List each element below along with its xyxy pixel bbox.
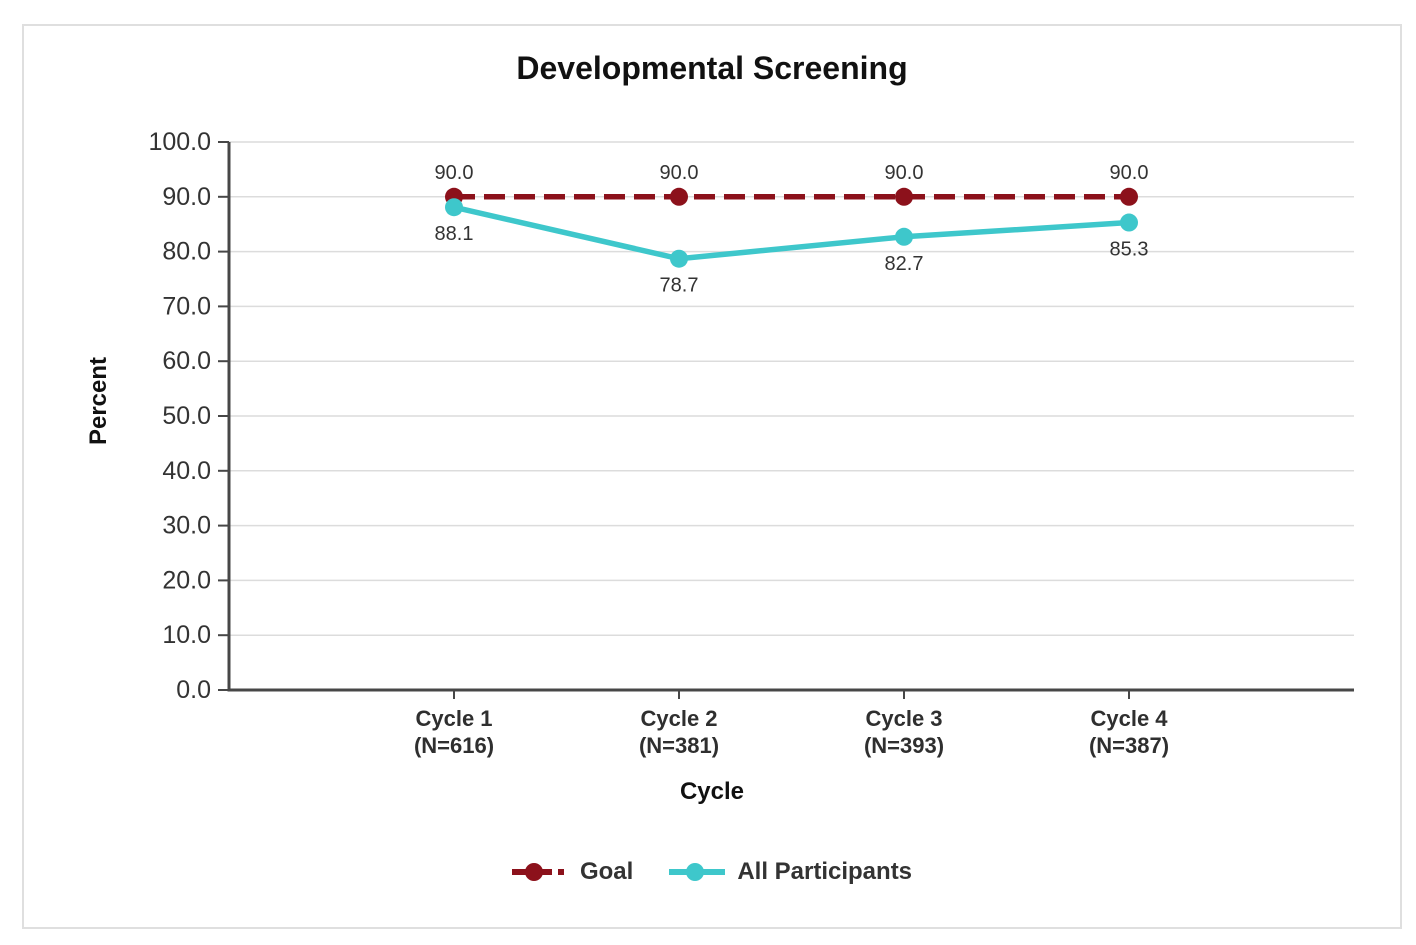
goal-line-icon — [511, 863, 568, 881]
y-tick-label: 40.0 — [162, 457, 211, 485]
data-label-all-participants: 88.1 — [435, 223, 474, 245]
y-tick-label: 20.0 — [162, 566, 211, 594]
legend-item-all-participants[interactable]: All Participants — [669, 860, 912, 884]
x-category-sublabel: (N=387) — [1089, 733, 1169, 758]
data-label-goal: 90.0 — [660, 162, 699, 184]
data-point-all-participants[interactable] — [445, 198, 463, 217]
data-label-goal: 90.0 — [1110, 162, 1149, 184]
data-label-all-participants: 78.7 — [660, 275, 699, 297]
chart-plot: 0.0 10.0 20.0 30.0 40.0 50.0 60.0 70.0 80.0 90.0 1… — [148, 128, 1354, 758]
participants-line-icon — [669, 863, 726, 881]
data-point-goal[interactable] — [670, 187, 688, 206]
data-label-all-participants: 82.7 — [885, 253, 924, 275]
data-label-goal: 90.0 — [435, 162, 474, 184]
x-category-label: Cycle 3 — [865, 706, 942, 731]
legend-label-all-participants: All Participants — [737, 858, 913, 885]
data-label-goal: 90.0 — [885, 162, 924, 184]
x-category-sublabel: (N=616) — [414, 733, 494, 758]
y-tick-label: 30.0 — [162, 512, 211, 540]
y-axis-label: Percent — [85, 356, 112, 446]
y-tick-label: 80.0 — [162, 238, 211, 266]
data-point-all-participants[interactable] — [670, 249, 688, 268]
x-category-sublabel: (N=393) — [864, 733, 944, 758]
legend-label-goal: Goal — [579, 858, 634, 885]
data-point-all-participants[interactable] — [895, 227, 913, 246]
data-point-goal[interactable] — [1120, 187, 1138, 206]
data-point-all-participants[interactable] — [1120, 213, 1138, 232]
y-tick-label: 60.0 — [162, 347, 211, 375]
chart-title: Developmental Screening — [516, 50, 908, 86]
data-point-goal[interactable] — [895, 187, 913, 206]
x-category-sublabel: (N=381) — [639, 733, 719, 758]
y-tick-label: 0.0 — [176, 676, 211, 704]
y-tick-label: 90.0 — [162, 183, 211, 211]
data-label-all-participants: 85.3 — [1110, 239, 1149, 261]
y-tick-label: 50.0 — [162, 402, 211, 430]
x-category-label: Cycle 1 — [415, 706, 492, 731]
x-category-label: Cycle 2 — [640, 706, 717, 731]
series-line-all-participants — [453, 204, 1130, 262]
chart-card: Developmental Screening 0.0 10.0 20.0 30.0 4… — [22, 24, 1402, 929]
y-tick-label: 10.0 — [162, 621, 211, 649]
x-axis-label: Cycle — [679, 778, 745, 805]
legend-item-goal[interactable]: Goal — [511, 858, 634, 885]
x-category-label: Cycle 4 — [1090, 706, 1168, 731]
y-tick-label: 100.0 — [148, 128, 211, 156]
legend: Goal All Participants — [24, 860, 1400, 884]
y-tick-label: 70.0 — [162, 292, 211, 320]
